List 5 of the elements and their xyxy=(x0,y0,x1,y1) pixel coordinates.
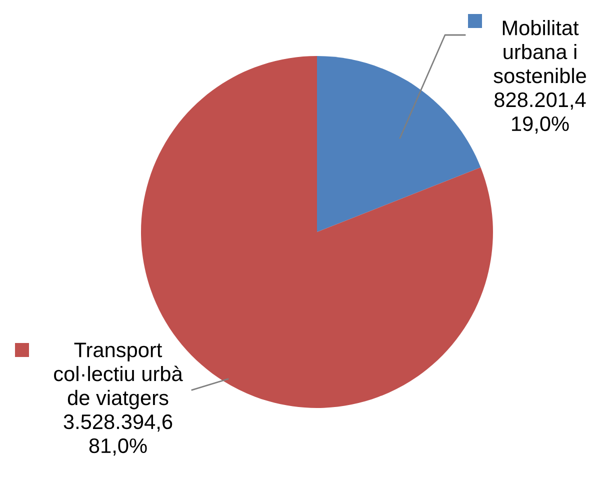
pie-slice xyxy=(317,56,481,232)
data-label: 828.201,4 19,0% xyxy=(494,92,586,134)
legend-label: Mobilitat urbana i sostenible xyxy=(494,20,586,84)
data-label: 3.528.394,6 81,0% xyxy=(64,414,172,456)
legend-label: Transport col·lectiu urbà de viatgers xyxy=(54,342,183,410)
